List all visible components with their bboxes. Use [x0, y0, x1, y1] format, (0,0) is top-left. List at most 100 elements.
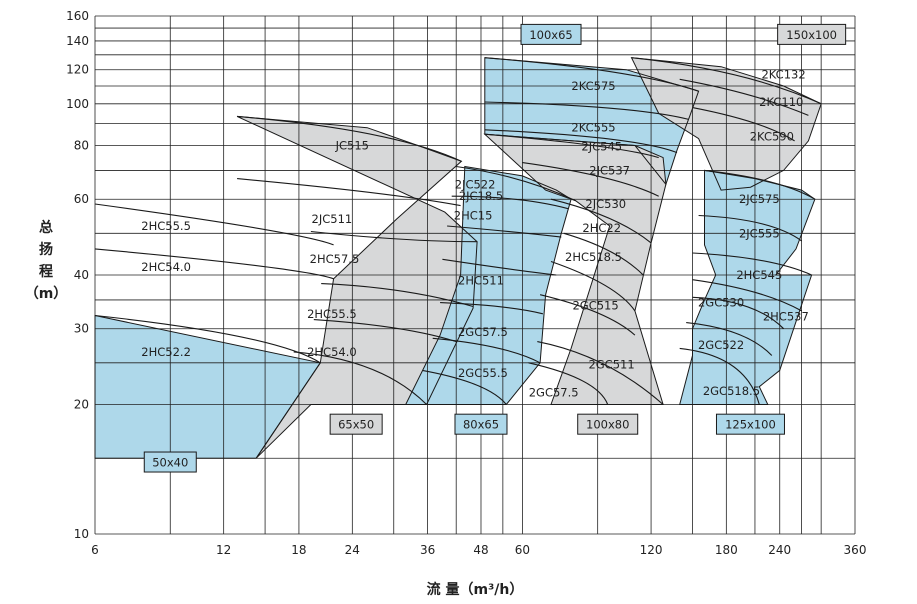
curve-65x50-1 — [237, 178, 461, 207]
curve-80x65-0 — [456, 165, 577, 202]
curve-100x65-2 — [484, 129, 678, 154]
model-label-2jc537: 2JC537 — [589, 163, 630, 177]
curve-125x100-1 — [698, 214, 802, 242]
model-label-2hc54-0: 2HC54.0 — [307, 345, 357, 359]
y-tick-30: 30 — [74, 322, 89, 336]
size-label-50x40: 50x40 — [152, 456, 188, 470]
y-tick-20: 20 — [74, 398, 89, 412]
size-labels: 50x40 65x50 80x65 100x80 125x100 100x65 150x10… — [143, 23, 847, 473]
x-tick-24: 24 — [345, 543, 360, 557]
curve-65x50-5 — [293, 351, 427, 405]
curve-125x100-3 — [692, 279, 802, 312]
curve-100x80-7 — [528, 362, 609, 405]
model-label-2hc55-5: 2HC55.5 — [307, 307, 357, 321]
size-label-100x80: 100x80 — [586, 418, 629, 432]
model-label-2hc22: 2HC22 — [582, 221, 621, 235]
curve-80x65-6 — [422, 369, 507, 405]
model-label-2gc57-5: 2GC57.5 — [529, 386, 579, 400]
curve-150x100-2 — [692, 107, 795, 142]
model-label-2kc575: 2KC575 — [571, 79, 615, 93]
curve-100x80-1 — [522, 162, 659, 197]
model-label-2gc522: 2GC522 — [698, 338, 744, 352]
model-label-2jc575: 2JC575 — [739, 192, 780, 206]
x-tick-240: 240 — [768, 543, 791, 557]
size-label-100x65: 100x65 — [529, 28, 572, 42]
curve-100x80-4 — [550, 260, 636, 312]
region-65x50 — [237, 116, 478, 459]
axis-titles: 流 量（m³/h） 总扬程 （m） — [25, 219, 524, 598]
size-box-150x100 — [777, 23, 847, 45]
region-125x100 — [679, 170, 815, 405]
curve-50x40-1 — [94, 248, 334, 280]
size-box-100x80 — [577, 413, 639, 435]
y-axis-title-3: （m） — [25, 286, 68, 302]
x-tick-36: 36 — [420, 543, 435, 557]
y-tick-80: 80 — [74, 139, 89, 153]
x-tick-6: 6 — [91, 543, 99, 557]
model-label-2kc555: 2KC555 — [571, 121, 615, 135]
model-label-2gc55-5: 2GC55.5 — [458, 366, 508, 380]
size-label-65x50: 65x50 — [338, 418, 374, 432]
size-box-50x40 — [143, 451, 197, 473]
model-label-2hc52-2: 2HC52.2 — [141, 345, 191, 359]
curve-50x40-0 — [94, 203, 334, 246]
model-label-2hc511: 2HC511 — [458, 274, 504, 288]
y-tick-140: 140 — [66, 34, 89, 48]
model-label-2gc511: 2GC511 — [588, 357, 634, 371]
curve-65x50-2 — [310, 230, 478, 243]
model-label-2kc132: 2KC132 — [761, 67, 805, 81]
curve-80x65-1 — [451, 195, 569, 210]
y-tick-160: 160 — [66, 9, 89, 23]
model-label-jc515: JC515 — [335, 139, 369, 153]
curve-125x100-2 — [692, 252, 812, 276]
region-100x80 — [484, 134, 666, 405]
curves — [94, 57, 822, 459]
size-label-80x65: 80x65 — [463, 418, 499, 432]
curve-125x100-6 — [679, 347, 760, 405]
model-label-2kc590: 2KC590 — [750, 129, 794, 143]
curve-150x100-1 — [679, 78, 809, 116]
model-label-2gc515: 2GC515 — [572, 298, 618, 312]
model-label-2hc54-0: 2HC54.0 — [141, 260, 191, 274]
y-axis-title-2: 程 — [39, 264, 53, 280]
curve-125x100-5 — [686, 322, 773, 356]
curve-50x40-2 — [94, 314, 321, 364]
size-box-65x50 — [329, 413, 383, 435]
model-label-2hc518-5: 2HC518.5 — [565, 250, 622, 264]
y-tick-120: 120 — [66, 63, 89, 77]
region-80x65 — [405, 166, 572, 405]
size-label-125x100: 125x100 — [725, 418, 776, 432]
outline-100x80 — [483, 133, 667, 405]
model-label-2jc545: 2JC545 — [581, 140, 622, 154]
model-label-2gc530: 2GC530 — [698, 296, 744, 310]
y-tick-40: 40 — [74, 268, 89, 282]
region-fills — [95, 57, 822, 459]
y-tick-60: 60 — [74, 192, 89, 206]
curve-100x65-1 — [484, 101, 689, 120]
model-label-2kc110: 2KC110 — [759, 95, 803, 109]
size-label-150x100: 150x100 — [786, 28, 837, 42]
y-tick-10: 10 — [74, 527, 89, 541]
size-box-100x65 — [520, 23, 582, 45]
model-label-2jc18-5: 2JC18.5 — [459, 189, 503, 203]
y-axis-title-1: 扬 — [39, 241, 53, 258]
x-tick-48: 48 — [473, 543, 488, 557]
curve-80x65-4 — [440, 302, 544, 315]
outline-125x100 — [679, 169, 816, 405]
model-label-2hc57-5: 2HC57.5 — [310, 252, 360, 266]
model-label-2jc555: 2JC555 — [739, 226, 780, 240]
model-label-2hc537: 2HC537 — [763, 310, 809, 324]
y-axis-title-0: 总 — [39, 219, 53, 236]
curve-65x50-4 — [313, 319, 457, 343]
model-label-2hc15: 2HC15 — [454, 209, 493, 223]
x-tick-60: 60 — [515, 543, 530, 557]
model-labels: 2HC55.5 2HC54.0 2HC52.2 JC515 2JC511 2HC57.5 2… — [141, 67, 809, 399]
curve-100x80-3 — [563, 232, 644, 276]
curve-150x100-0 — [631, 57, 822, 105]
size-box-80x65 — [454, 413, 508, 435]
tick-labels: 6 12 18 24 36 48 60 120 180 240 360 10 20 30 40 60 80 100… — [66, 9, 866, 557]
x-tick-360: 360 — [844, 543, 867, 557]
x-tick-12: 12 — [216, 543, 231, 557]
outline-150x100 — [630, 57, 822, 191]
